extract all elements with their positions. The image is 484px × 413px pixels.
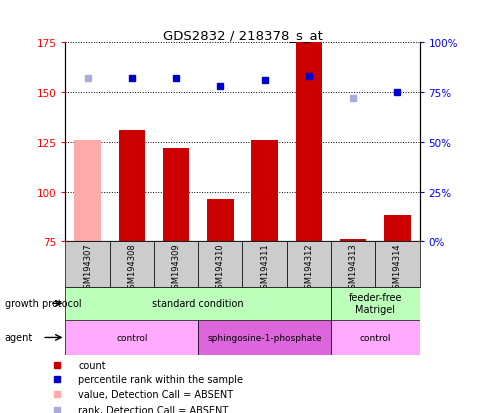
Text: GSM194308: GSM194308 — [127, 243, 136, 294]
Bar — [286, 242, 330, 287]
Bar — [242, 242, 286, 287]
Text: standard condition: standard condition — [152, 299, 243, 309]
Bar — [383, 216, 410, 242]
Text: sphingosine-1-phosphate: sphingosine-1-phosphate — [207, 333, 321, 342]
Text: control: control — [116, 333, 147, 342]
Bar — [375, 242, 419, 287]
Text: GSM194311: GSM194311 — [259, 243, 269, 294]
Bar — [339, 240, 366, 242]
Bar — [163, 148, 189, 242]
Text: agent: agent — [5, 332, 33, 343]
Bar — [330, 320, 419, 355]
Bar — [251, 140, 277, 242]
Bar — [295, 43, 321, 242]
Text: growth protocol: growth protocol — [5, 299, 81, 309]
Bar — [109, 242, 153, 287]
Bar — [198, 320, 330, 355]
Bar — [65, 287, 330, 320]
Bar — [65, 320, 198, 355]
Text: rank, Detection Call = ABSENT: rank, Detection Call = ABSENT — [78, 405, 228, 413]
Text: GSM194307: GSM194307 — [83, 243, 92, 294]
Text: GSM194310: GSM194310 — [215, 243, 225, 294]
Bar — [65, 242, 109, 287]
Text: control: control — [359, 333, 390, 342]
Text: GSM194313: GSM194313 — [348, 243, 357, 294]
Bar — [118, 131, 145, 242]
Bar — [330, 287, 419, 320]
Text: count: count — [78, 360, 106, 370]
Title: GDS2832 / 218378_s_at: GDS2832 / 218378_s_at — [162, 29, 322, 42]
Bar — [153, 242, 198, 287]
Text: GSM194314: GSM194314 — [392, 243, 401, 294]
Bar — [330, 242, 375, 287]
Text: GSM194309: GSM194309 — [171, 243, 180, 294]
Bar — [207, 200, 233, 242]
Text: value, Detection Call = ABSENT: value, Detection Call = ABSENT — [78, 389, 233, 399]
Bar — [74, 140, 101, 242]
Text: feeder-free
Matrigel: feeder-free Matrigel — [348, 293, 401, 314]
Bar — [198, 242, 242, 287]
Text: percentile rank within the sample: percentile rank within the sample — [78, 375, 243, 385]
Text: GSM194312: GSM194312 — [304, 243, 313, 294]
